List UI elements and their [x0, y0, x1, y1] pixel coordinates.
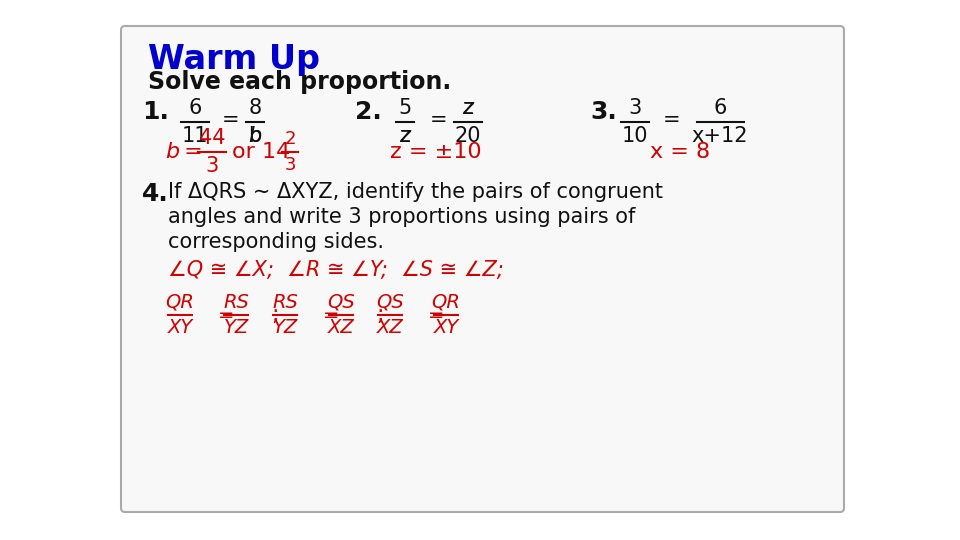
Text: QS: QS — [327, 293, 355, 312]
Text: z: z — [463, 98, 473, 118]
Text: 2: 2 — [284, 130, 296, 148]
Text: z: z — [463, 98, 473, 118]
Text: z: z — [399, 126, 411, 146]
Text: 3: 3 — [205, 156, 219, 176]
Text: 6: 6 — [713, 98, 727, 118]
Text: 3: 3 — [629, 98, 641, 118]
Text: =: = — [177, 142, 203, 162]
Text: QR: QR — [432, 293, 461, 312]
Text: =: = — [430, 110, 447, 130]
Text: =: = — [663, 110, 681, 130]
Text: z = ±10: z = ±10 — [390, 142, 482, 162]
Text: b: b — [249, 126, 262, 146]
Text: x+12: x+12 — [692, 126, 748, 146]
Text: Warm Up: Warm Up — [148, 43, 320, 76]
Text: x = 8: x = 8 — [650, 142, 710, 162]
Text: YZ: YZ — [273, 318, 298, 337]
Text: corresponding sides.: corresponding sides. — [168, 232, 384, 252]
Text: QS: QS — [376, 293, 404, 312]
Text: 4.: 4. — [142, 182, 169, 206]
Text: 1.: 1. — [142, 100, 169, 124]
Text: z: z — [399, 126, 411, 146]
Text: 44: 44 — [199, 128, 226, 148]
Text: b: b — [165, 142, 180, 162]
Text: 11: 11 — [181, 126, 208, 146]
Text: =: = — [222, 110, 240, 130]
Text: QR: QR — [165, 293, 195, 312]
Text: XZ: XZ — [376, 318, 403, 337]
Text: RS: RS — [272, 293, 298, 312]
Text: Solve each proportion.: Solve each proportion. — [148, 70, 451, 94]
Text: 2.: 2. — [355, 100, 382, 124]
FancyBboxPatch shape — [121, 26, 844, 512]
Text: =: = — [323, 306, 340, 325]
Text: RS: RS — [223, 293, 249, 312]
Text: XY: XY — [433, 318, 459, 337]
Text: or 14: or 14 — [232, 142, 290, 162]
Text: angles and write 3 proportions using pairs of: angles and write 3 proportions using pai… — [168, 207, 636, 227]
Text: ;: ; — [376, 305, 383, 325]
Text: 10: 10 — [622, 126, 648, 146]
Text: 5: 5 — [398, 98, 412, 118]
Text: 3: 3 — [284, 156, 296, 174]
Text: 20: 20 — [455, 126, 481, 146]
Text: b: b — [249, 126, 262, 146]
Text: If ΔQRS ∼ ΔXYZ, identify the pairs of congruent: If ΔQRS ∼ ΔXYZ, identify the pairs of co… — [168, 182, 663, 202]
Text: YZ: YZ — [224, 318, 249, 337]
Text: 6: 6 — [188, 98, 202, 118]
Text: XZ: XZ — [327, 318, 354, 337]
Text: =: = — [218, 306, 234, 325]
Text: 8: 8 — [249, 98, 261, 118]
Text: =: = — [428, 306, 444, 325]
Text: XY: XY — [167, 318, 193, 337]
Text: 3.: 3. — [590, 100, 616, 124]
Text: ;: ; — [271, 305, 278, 325]
Text: ∠Q ≅ ∠X;  ∠R ≅ ∠Y;  ∠S ≅ ∠Z;: ∠Q ≅ ∠X; ∠R ≅ ∠Y; ∠S ≅ ∠Z; — [168, 260, 504, 280]
